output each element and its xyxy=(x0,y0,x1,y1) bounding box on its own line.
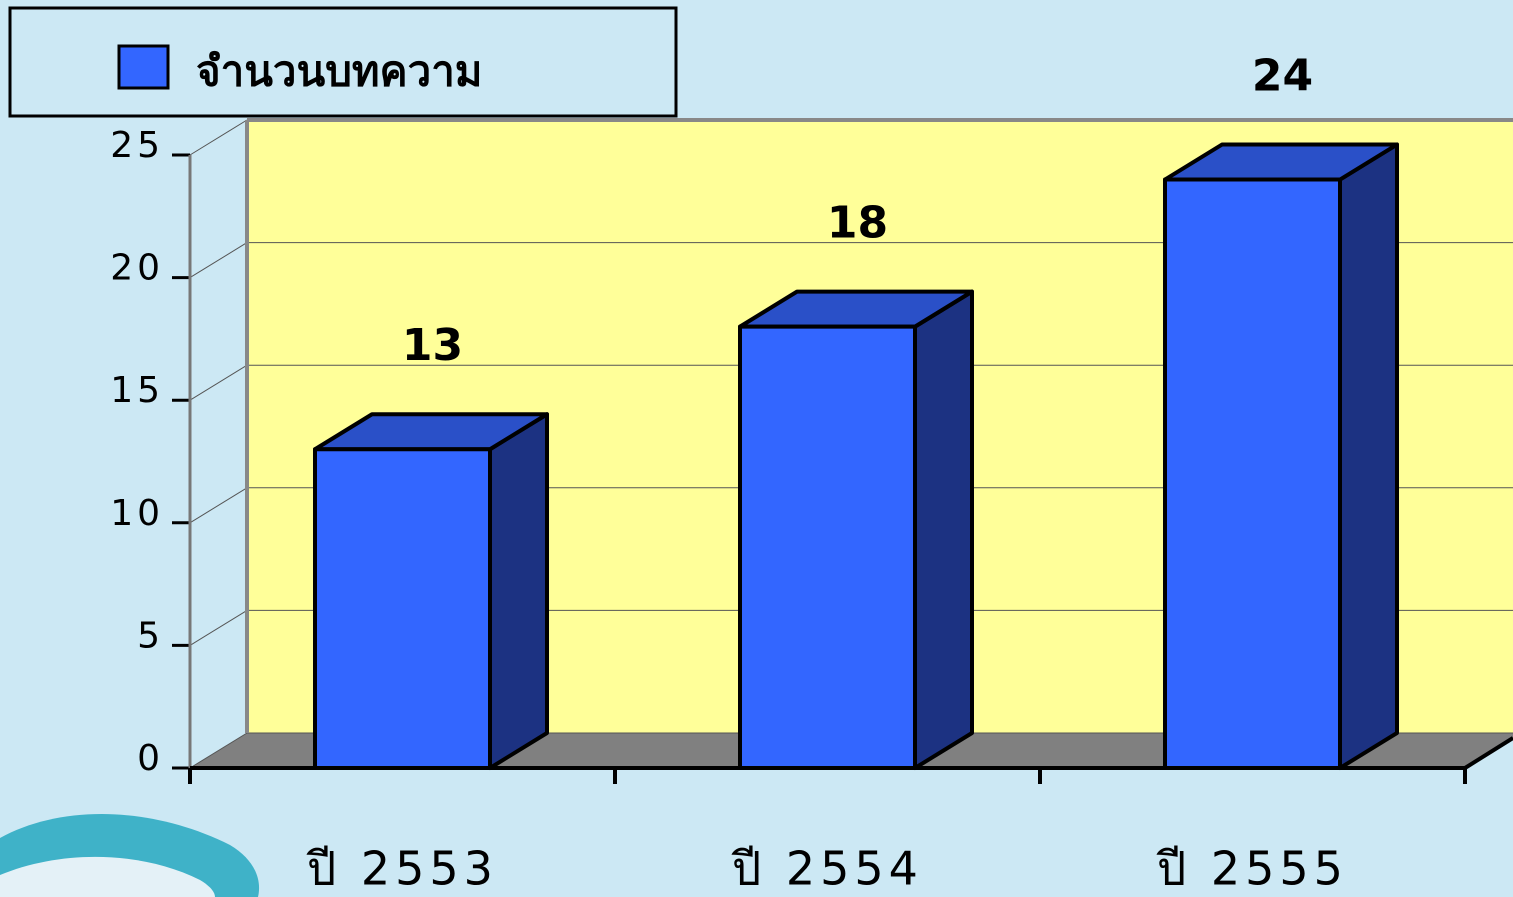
bar xyxy=(315,414,547,768)
plot-area: 0 5 10 15 20 25 13 ปี 2553 18 ปี 2554 24 ปี 2555 xyxy=(110,51,1513,896)
bar-front xyxy=(315,449,490,768)
y-tick-label: 20 xyxy=(110,248,164,289)
value-label: 24 xyxy=(1252,51,1313,102)
y-tick-label: 5 xyxy=(137,615,164,656)
y-tick-label: 15 xyxy=(110,370,164,411)
value-label: 18 xyxy=(827,198,888,249)
y-tick-label: 10 xyxy=(110,493,164,534)
x-tick-label: ปี 2554 xyxy=(731,842,923,896)
bar-side xyxy=(915,292,972,768)
bar-side xyxy=(490,414,547,768)
chart: 0 5 10 15 20 25 13 ปี 2553 18 ปี 2554 24 ปี 2555 จำ… xyxy=(0,0,1513,897)
bar-front xyxy=(1165,180,1340,768)
bar-side xyxy=(1340,145,1397,768)
bar xyxy=(740,292,972,768)
value-label: 13 xyxy=(402,320,463,371)
legend-label: จำนวนบทความ xyxy=(196,47,483,96)
y-tick-label: 25 xyxy=(110,125,164,166)
legend-swatch xyxy=(119,46,168,88)
y-tick-label: 0 xyxy=(137,738,164,779)
x-tick-label: ปี 2553 xyxy=(306,842,498,896)
bar-front xyxy=(740,327,915,768)
bar xyxy=(1165,145,1397,768)
x-tick-label: ปี 2555 xyxy=(1156,842,1348,896)
